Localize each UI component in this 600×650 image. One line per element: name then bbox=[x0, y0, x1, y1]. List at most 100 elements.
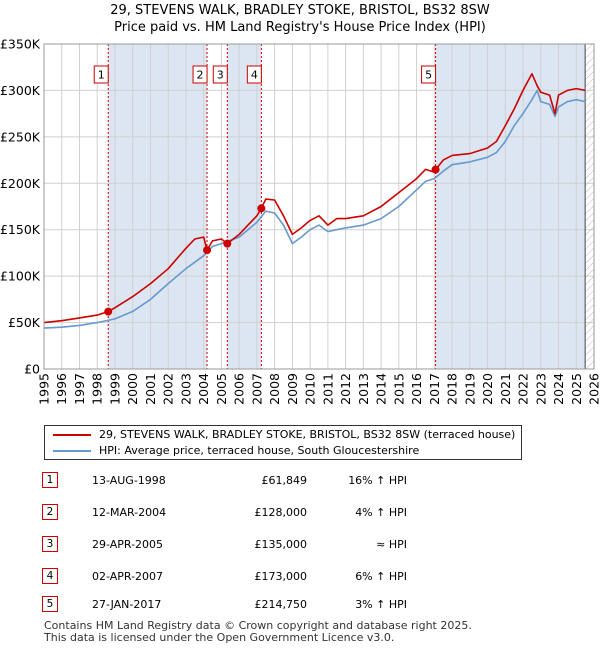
shaded-period bbox=[108, 44, 208, 369]
sale-label-box-frame bbox=[93, 65, 109, 84]
x-tick-label: 2024 bbox=[551, 373, 566, 405]
legend-swatch-property bbox=[53, 434, 91, 436]
x-tick-label: 2019 bbox=[462, 373, 477, 405]
sale-number-badge: 2 bbox=[42, 504, 58, 520]
sale-label-box-frame bbox=[246, 65, 262, 84]
sale-label-box: 4 bbox=[246, 65, 262, 84]
sale-number-badge: 3 bbox=[42, 536, 58, 552]
x-tick-label: 2012 bbox=[338, 373, 353, 405]
sale-number-badge: 4 bbox=[42, 568, 58, 584]
sale-label-number: 5 bbox=[425, 69, 432, 82]
sale-label-number: 2 bbox=[197, 69, 204, 82]
table-row: 1 13-AUG-1998 £61,849 16% ↑ HPI bbox=[42, 472, 562, 490]
x-tick-label: 2014 bbox=[374, 373, 389, 405]
x-tick-label: 1999 bbox=[107, 373, 122, 405]
sale-hpi-comparison: 4% ↑ HPI bbox=[355, 506, 407, 519]
table-row: 5 27-JAN-2017 £214,750 3% ↑ HPI bbox=[42, 596, 562, 614]
table-row: 4 02-APR-2007 £173,000 6% ↑ HPI bbox=[42, 568, 562, 586]
y-tick-label: £350K bbox=[0, 37, 41, 52]
title-line-2: Price paid vs. HM Land Registry's House … bbox=[114, 20, 486, 35]
x-tick-label: 2011 bbox=[320, 373, 335, 405]
sale-hpi-comparison: ≈ HPI bbox=[376, 538, 407, 551]
x-tick-label: 1996 bbox=[54, 373, 69, 405]
sale-hpi-comparison: 3% ↑ HPI bbox=[355, 598, 407, 611]
y-tick-label: £50K bbox=[8, 315, 41, 330]
x-tick-label: 2022 bbox=[516, 373, 531, 405]
x-tick-label: 2003 bbox=[178, 373, 193, 405]
sale-point bbox=[431, 165, 440, 174]
sale-label-box-frame bbox=[212, 65, 228, 84]
x-tick-label: 2017 bbox=[427, 373, 442, 405]
y-tick-label: £150K bbox=[0, 222, 41, 237]
shaded-periods bbox=[108, 44, 586, 369]
series-lines bbox=[43, 72, 586, 329]
hpi-series-line bbox=[43, 89, 586, 329]
x-axis-ticks: 1995 1996 1997 1998 1999 2000 2001 2002 2003 2004… bbox=[37, 373, 600, 405]
x-tick-label: 1997 bbox=[72, 373, 87, 405]
property-series-line bbox=[43, 72, 586, 324]
sale-date: 27-JAN-2017 bbox=[92, 598, 162, 611]
table-row: 3 29-APR-2005 £135,000 ≈ HPI bbox=[42, 536, 562, 554]
y-tick-label: £300K bbox=[0, 83, 41, 98]
sale-label-box: 2 bbox=[192, 65, 208, 84]
y-tick-label: £100K bbox=[0, 269, 41, 284]
sale-price: £214,750 bbox=[254, 598, 308, 611]
sale-date: 02-APR-2007 bbox=[92, 570, 164, 583]
x-tick-label: 2023 bbox=[533, 373, 548, 405]
x-tick-label: 2006 bbox=[232, 373, 247, 405]
sale-hpi-comparison: 16% ↑ HPI bbox=[348, 474, 407, 487]
footer-license: This data is licensed under the Open Gov… bbox=[44, 631, 395, 644]
x-tick-label: 1998 bbox=[90, 373, 105, 405]
shaded-period bbox=[435, 44, 586, 369]
sale-label-box: 1 bbox=[93, 65, 109, 84]
chart-title: 29, STEVENS WALK, BRADLEY STOKE, BRISTOL… bbox=[0, 2, 600, 36]
x-tick-label: 2001 bbox=[143, 373, 158, 405]
legend-label-property: 29, STEVENS WALK, BRADLEY STOKE, BRISTOL… bbox=[99, 428, 516, 441]
sale-label-number: 4 bbox=[251, 69, 258, 82]
x-tick-label: 2002 bbox=[161, 373, 176, 405]
x-tick-label: 2020 bbox=[480, 373, 495, 405]
legend-label-hpi: HPI: Average price, terraced house, Sout… bbox=[99, 444, 420, 457]
sale-price: £173,000 bbox=[254, 570, 308, 583]
sale-hpi-comparison: 6% ↑ HPI bbox=[355, 570, 407, 583]
x-tick-label: 2007 bbox=[249, 373, 264, 405]
sale-point bbox=[104, 307, 113, 316]
x-tick-label: 2025 bbox=[569, 373, 584, 405]
shaded-period bbox=[227, 44, 262, 369]
table-row: 2 12-MAR-2004 £128,000 4% ↑ HPI bbox=[42, 504, 562, 522]
sale-points bbox=[104, 165, 440, 316]
sale-point bbox=[223, 239, 232, 248]
x-tick-label: 2008 bbox=[267, 373, 282, 405]
title-line-1: 29, STEVENS WALK, BRADLEY STOKE, BRISTOL… bbox=[110, 3, 490, 18]
sale-date: 29-APR-2005 bbox=[92, 538, 164, 551]
legend-swatch-hpi bbox=[53, 450, 91, 452]
x-tick-label: 1995 bbox=[37, 373, 52, 405]
sale-price: £61,849 bbox=[261, 474, 308, 487]
sale-number-badge: 5 bbox=[42, 596, 58, 612]
legend-item-property: 29, STEVENS WALK, BRADLEY STOKE, BRISTOL… bbox=[53, 427, 515, 443]
sale-point bbox=[257, 204, 266, 213]
sale-label-box: 3 bbox=[212, 65, 228, 84]
y-axis-ticks: £0 £50K £100K £150K £200K £250K £300K £350K bbox=[0, 37, 41, 377]
x-tick-label: 2013 bbox=[356, 373, 371, 405]
x-tick-label: 2026 bbox=[587, 373, 600, 405]
x-tick-label: 2009 bbox=[285, 373, 300, 405]
sale-label-box-frame bbox=[192, 65, 208, 84]
sale-date: 12-MAR-2004 bbox=[92, 506, 167, 519]
sale-label-number: 1 bbox=[98, 69, 105, 82]
x-tick-label: 2004 bbox=[196, 373, 211, 405]
sale-price: £128,000 bbox=[254, 506, 308, 519]
y-tick-label: £200K bbox=[0, 176, 41, 191]
sale-price: £135,000 bbox=[254, 538, 308, 551]
future-hatch-area bbox=[585, 44, 594, 369]
sale-date: 13-AUG-1998 bbox=[92, 474, 166, 487]
legend-item-hpi: HPI: Average price, terraced house, Sout… bbox=[53, 443, 419, 459]
sale-label-box: 5 bbox=[421, 65, 437, 84]
footer-copyright: Contains HM Land Registry data © Crown c… bbox=[44, 619, 472, 632]
sale-label-box-frame bbox=[421, 65, 437, 84]
x-tick-label: 2015 bbox=[391, 373, 406, 405]
x-tick-label: 2016 bbox=[409, 373, 424, 405]
y-tick-label: £0 bbox=[24, 362, 40, 377]
